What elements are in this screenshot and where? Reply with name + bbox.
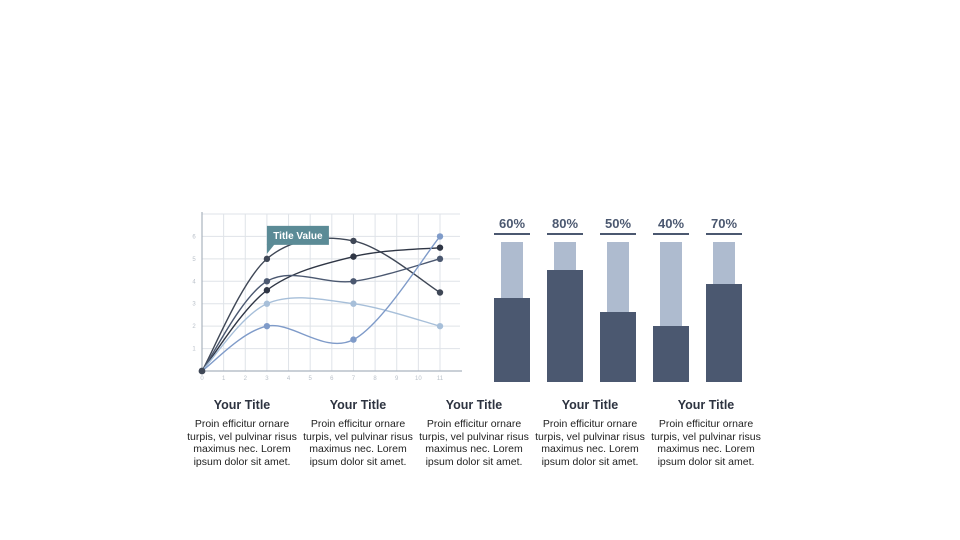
series-line [201, 258, 441, 372]
bar [494, 298, 530, 382]
caption-title: Your Title [445, 398, 503, 412]
bar-percent-label: 40% [658, 216, 684, 231]
bar-group-1: 60% [494, 216, 530, 382]
caption-3: Your Title Proin efficitur ornare turpis… [416, 398, 532, 468]
callout-pointer [266, 243, 275, 254]
x-tick-label: 7 [352, 376, 356, 382]
y-tick-label: 2 [192, 324, 196, 330]
data-point [350, 336, 357, 343]
bar-percent-label: 80% [552, 216, 578, 231]
x-tick-label: 8 [373, 376, 377, 382]
data-point [350, 237, 357, 245]
bar-percent-label: 50% [605, 216, 631, 231]
caption-title: Your Title [677, 398, 735, 412]
callout-label: Title Value [273, 231, 323, 242]
series-line [201, 246, 441, 372]
bar-percent-label: 70% [711, 216, 737, 231]
caption-body: Proin efficitur ornare turpis, vel pulvi… [303, 418, 413, 468]
series-line [201, 297, 441, 372]
series-4 [201, 297, 444, 372]
caption-body: Proin efficitur ornare turpis, vel pulvi… [187, 418, 297, 468]
x-tick-label: 0 [200, 376, 204, 382]
caption-body: Proin efficitur ornare turpis, vel pulvi… [419, 418, 529, 468]
x-tick-label: 3 [265, 376, 269, 382]
data-point [436, 255, 444, 263]
y-tick-label: 5 [192, 257, 196, 263]
data-point [436, 233, 444, 240]
bar-group-3: 50% [600, 216, 636, 382]
data-point [436, 289, 444, 296]
bar-group-5: 70% [706, 216, 742, 382]
bar [706, 284, 742, 382]
series-3 [201, 255, 444, 372]
x-tick-label: 9 [395, 376, 399, 382]
bar [600, 312, 636, 382]
series-5 [201, 233, 444, 372]
bar-percent-label: 60% [499, 216, 525, 231]
x-tick-label: 5 [309, 376, 313, 382]
data-point [263, 322, 271, 330]
captions-row: Your Title Proin efficitur ornare turpis… [184, 398, 764, 468]
data-point [263, 255, 271, 263]
bar-group-2: 80% [547, 216, 583, 382]
caption-body: Proin efficitur ornare turpis, vel pulvi… [535, 418, 645, 468]
caption-2: Your Title Proin efficitur ornare turpis… [300, 398, 416, 468]
x-tick-label: 4 [287, 376, 291, 382]
data-point [436, 322, 444, 330]
series-2 [201, 244, 444, 372]
data-point [350, 300, 357, 307]
y-tick-label: 3 [192, 302, 196, 308]
y-tick-label: 4 [192, 279, 196, 285]
series-line [201, 235, 441, 372]
data-point [436, 244, 444, 251]
x-tick-label: 1 [222, 376, 226, 382]
caption-title: Your Title [329, 398, 387, 412]
title-value-callout: Title Value [266, 225, 329, 254]
x-tick-label: 10 [415, 376, 422, 382]
x-tick-label: 6 [330, 376, 334, 382]
caption-5: Your Title Proin efficitur ornare turpis… [648, 398, 764, 468]
series-line [201, 237, 441, 372]
caption-title: Your Title [561, 398, 619, 412]
bar [547, 270, 583, 382]
data-point [350, 278, 357, 285]
origin-point [198, 367, 206, 375]
caption-title: Your Title [213, 398, 271, 412]
data-point [263, 300, 271, 307]
x-tick-label: 11 [437, 376, 444, 382]
data-point [263, 287, 271, 294]
data-point [263, 278, 271, 285]
x-tick-label: 2 [244, 376, 248, 382]
data-point [350, 253, 357, 260]
series-1 [201, 237, 444, 372]
caption-1: Your Title Proin efficitur ornare turpis… [184, 398, 300, 468]
caption-4: Your Title Proin efficitur ornare turpis… [532, 398, 648, 468]
bar [653, 326, 689, 382]
callout-box [266, 225, 329, 245]
y-tick-label: 6 [192, 234, 196, 240]
bar-group-4: 40% [653, 216, 689, 382]
bar-chart: 60% 80% 50% 40% 70% [494, 216, 742, 382]
y-tick-label: 1 [192, 347, 196, 353]
caption-body: Proin efficitur ornare turpis, vel pulvi… [651, 418, 761, 468]
